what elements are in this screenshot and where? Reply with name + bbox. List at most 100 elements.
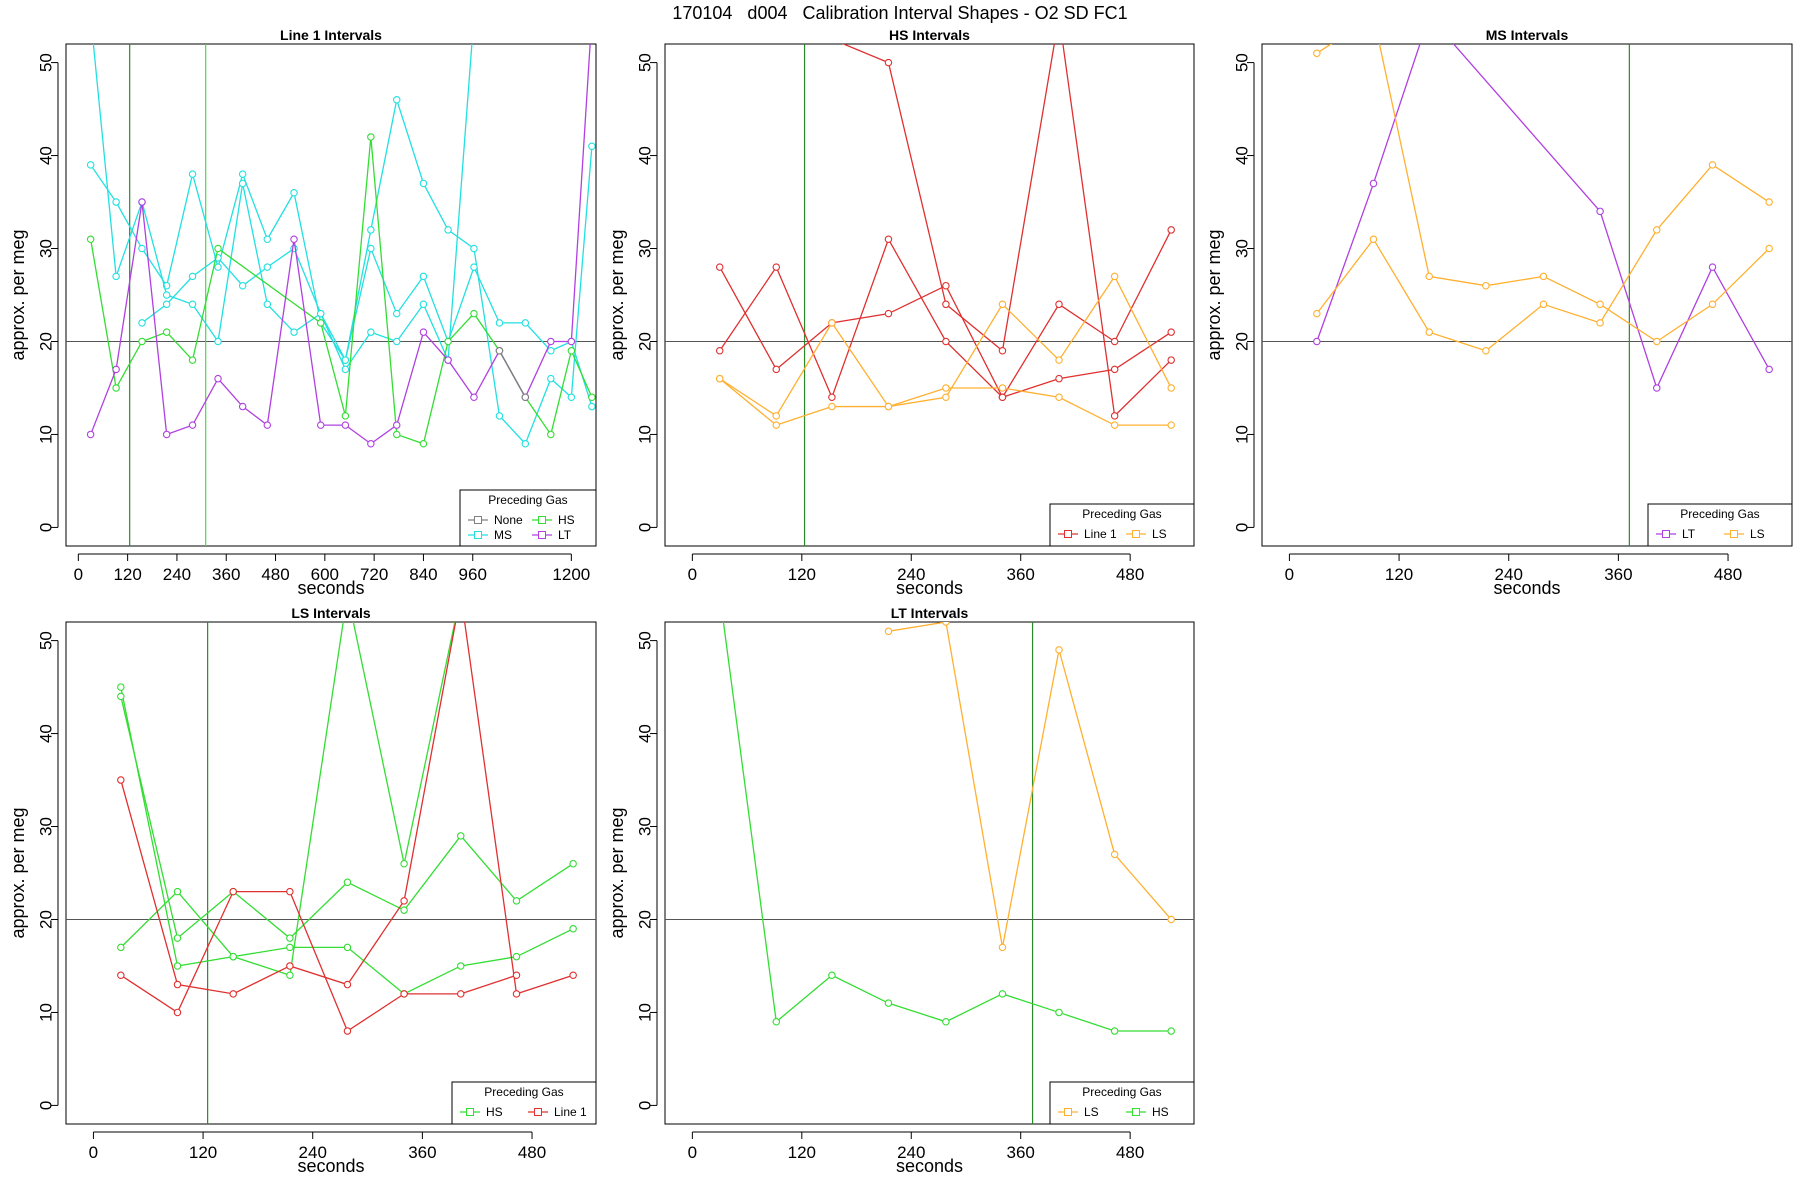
data-point xyxy=(458,591,464,597)
data-point xyxy=(512,990,521,998)
data-point xyxy=(512,897,521,905)
panel-4: LT Intervals 0 120 240 360 480 seconds 0 10 20 30 4… xyxy=(607,605,1195,1176)
data-point xyxy=(392,430,401,439)
data-point xyxy=(1765,198,1773,206)
data-point xyxy=(547,347,555,355)
data-point xyxy=(547,337,555,346)
legend-swatch-marker xyxy=(538,531,546,539)
data-point xyxy=(367,133,375,141)
legend: Preceding Gas None HS MS LT xyxy=(459,489,597,547)
data-point xyxy=(1167,915,1175,924)
data-point xyxy=(1653,337,1661,346)
legend-title: Preceding Gas xyxy=(1680,507,1759,521)
series-line-line-1 xyxy=(719,237,1172,400)
series-line-line-1 xyxy=(120,890,517,1033)
plot-area xyxy=(665,622,1194,1124)
data-point xyxy=(521,439,530,448)
legend-entry-label: MS xyxy=(494,528,512,542)
x-tick-label: 600 xyxy=(311,565,339,584)
plot-area xyxy=(66,13,596,546)
x-axis-label: seconds xyxy=(297,578,364,598)
panel-3: LS Intervals 0 120 240 360 480 seconds 0 10 20 30 4… xyxy=(8,591,597,1176)
x-tick-label: 0 xyxy=(1285,565,1294,584)
y-tick-label: 0 xyxy=(1233,523,1252,532)
data-point xyxy=(419,300,428,309)
legend: Preceding Gas Line 1 LS xyxy=(1049,503,1195,547)
data-point xyxy=(367,226,375,234)
data-point xyxy=(214,263,222,271)
data-point xyxy=(1425,328,1433,336)
data-point xyxy=(588,142,596,151)
data-point xyxy=(1313,337,1321,346)
x-tick-label: 240 xyxy=(897,1143,925,1162)
data-point xyxy=(229,952,237,961)
data-point xyxy=(942,384,950,392)
data-point xyxy=(715,263,724,271)
x-tick-label: 480 xyxy=(1116,565,1144,584)
data-point xyxy=(162,430,171,439)
data-point xyxy=(117,683,125,691)
data-point xyxy=(772,412,781,420)
x-tick-label: 360 xyxy=(1007,1143,1035,1162)
data-point xyxy=(238,179,247,188)
x-axis-label: seconds xyxy=(297,1156,364,1176)
data-point xyxy=(419,272,428,281)
data-point xyxy=(1425,272,1433,281)
data-point xyxy=(567,393,576,402)
legend-entry-label: LT xyxy=(1682,527,1696,541)
data-point xyxy=(341,412,350,420)
data-point xyxy=(1167,328,1175,336)
series-line-ls xyxy=(888,622,1172,948)
y-tick-label: 50 xyxy=(37,631,56,650)
y-tick-label: 10 xyxy=(636,425,655,444)
data-point xyxy=(512,971,521,980)
y-tick-label: 20 xyxy=(636,332,655,351)
legend-swatch-marker xyxy=(534,1108,542,1116)
data-point xyxy=(173,1008,182,1017)
data-point xyxy=(942,337,950,346)
series-line-ms xyxy=(90,99,593,445)
y-axis-label: approx. per meg xyxy=(8,807,28,938)
data-point xyxy=(470,309,478,318)
x-tick-label: 480 xyxy=(1714,565,1742,584)
data-point xyxy=(400,859,408,868)
data-point xyxy=(1369,179,1378,188)
data-point xyxy=(112,198,120,206)
y-tick-label: 30 xyxy=(37,817,56,836)
data-point xyxy=(86,161,95,169)
plot-frame xyxy=(65,43,597,547)
data-point xyxy=(419,328,428,336)
data-point xyxy=(470,393,478,402)
legend-title: Preceding Gas xyxy=(484,1085,563,1099)
data-point xyxy=(173,887,182,896)
data-point xyxy=(570,591,576,597)
data-point xyxy=(715,347,724,355)
y-tick-label: 10 xyxy=(636,1003,655,1022)
panel-1: HS Intervals 0 120 240 360 480 seconds 0 10 20 30 4… xyxy=(607,13,1195,598)
data-point xyxy=(263,235,272,243)
legend-entry-label: HS xyxy=(486,1105,503,1119)
data-point xyxy=(341,365,350,374)
y-tick-label: 30 xyxy=(636,817,655,836)
data-point xyxy=(444,337,452,346)
data-point xyxy=(1055,646,1063,654)
legend-swatch-marker xyxy=(474,531,482,539)
data-point xyxy=(589,13,595,19)
x-tick-label: 360 xyxy=(1007,565,1035,584)
data-point xyxy=(188,300,197,309)
data-point xyxy=(772,1017,781,1026)
legend-entry-label: LS xyxy=(1750,527,1765,541)
data-point xyxy=(400,897,408,905)
y-tick-label: 20 xyxy=(37,332,56,351)
data-point xyxy=(457,832,465,840)
data-point xyxy=(392,337,401,346)
data-point xyxy=(138,319,146,327)
x-axis-label: seconds xyxy=(896,1156,963,1176)
data-point xyxy=(316,319,325,327)
data-point xyxy=(1539,300,1548,309)
series-line-none xyxy=(498,350,526,398)
plot-area xyxy=(66,591,596,1124)
data-point xyxy=(1653,226,1661,234)
data-point xyxy=(1056,13,1062,19)
